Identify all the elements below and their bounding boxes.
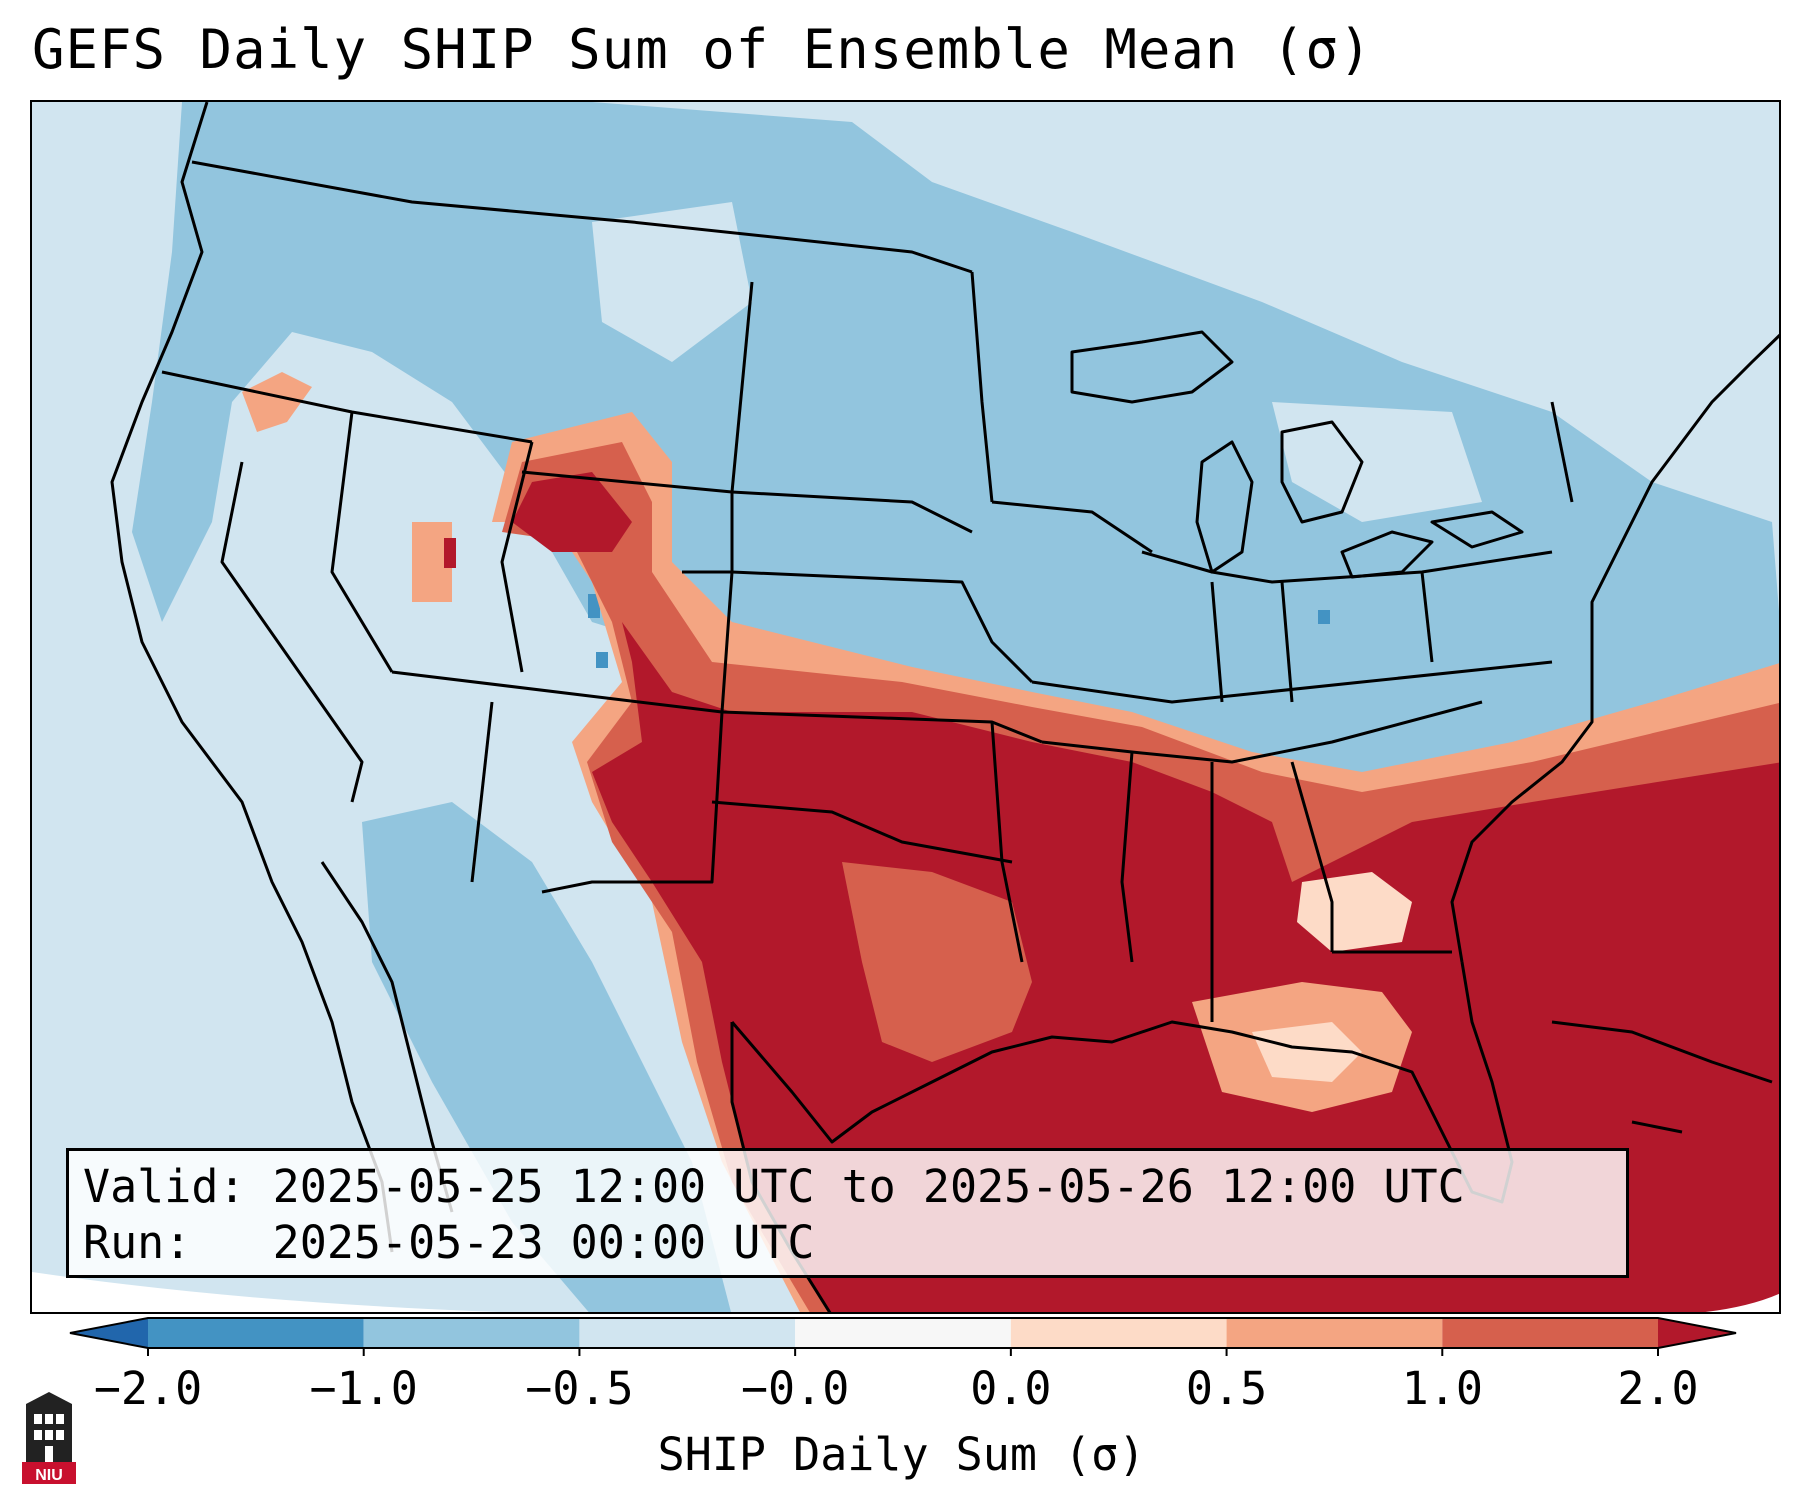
field-red-patch-tx (842, 862, 1032, 1062)
colorbar-tick-label: −2.0 (93, 1362, 203, 1415)
colorbar-bin (363, 1318, 580, 1348)
colorbar-tick-label: 0.5 (1185, 1362, 1268, 1415)
run-label: Run: (83, 1216, 192, 1269)
field-deep-red-core (592, 622, 1779, 1312)
field-light-blue-gap-2 (1272, 402, 1482, 522)
niu-building-icon (26, 1392, 72, 1462)
coastlines (110, 102, 1779, 1312)
projection-edge (32, 1272, 501, 1312)
colorbar-label: SHIP Daily Sum (σ) (657, 1428, 1146, 1481)
field-peach-patch-or (242, 372, 312, 432)
run-value: 2025-05-23 00:00 UTC (272, 1216, 815, 1269)
colorbar (69, 1317, 1737, 1356)
colorbar-bin (148, 1318, 364, 1348)
field-blue-cell (596, 652, 608, 668)
field-light-blue-gap (592, 202, 752, 362)
colorbar-bin (1226, 1318, 1443, 1348)
field-blue-cell (588, 594, 600, 618)
projection-edge (1705, 1293, 1779, 1312)
colorbar-tick-label: −0.0 (740, 1362, 850, 1415)
colorbar-bin (795, 1318, 1011, 1348)
map-canvas (32, 102, 1779, 1312)
valid-value: 2025-05-25 12:00 UTC to 2025-05-26 12:00… (272, 1160, 1465, 1213)
field-peach-patch-gulf (1252, 1022, 1362, 1082)
niu-logo: NIU (22, 1392, 76, 1484)
logo-text: NIU (35, 1467, 63, 1484)
colorbar-tick-label: 1.0 (1401, 1362, 1483, 1415)
map-panel[interactable] (30, 100, 1781, 1314)
colorbar-bin (1442, 1318, 1658, 1348)
field-peach-patch-ga (1297, 872, 1412, 952)
field-deep-red (512, 472, 632, 552)
field-blue-cell (1318, 610, 1330, 624)
validity-info-box: Valid: 2025-05-25 12:00 UTC to 2025-05-2… (66, 1148, 1629, 1278)
chart-title: GEFS Daily SHIP Sum of Ensemble Mean (σ) (32, 18, 1373, 81)
colorbar-over-arrow (1658, 1318, 1736, 1348)
colorbar-tick-label: −0.5 (525, 1362, 634, 1415)
colorbar-tick-label: 0.0 (970, 1362, 1052, 1415)
colorbar-bin (579, 1318, 796, 1348)
colorbar-bin (1010, 1318, 1227, 1348)
field-deep-red-patch-ut (444, 538, 456, 568)
colorbar-tick-label: −1.0 (309, 1362, 418, 1415)
field-mid-blue (132, 102, 1779, 822)
colorbar-under-arrow (70, 1318, 148, 1348)
valid-label: Valid: (83, 1160, 246, 1213)
colorbar-tick-label: 2.0 (1617, 1362, 1699, 1415)
